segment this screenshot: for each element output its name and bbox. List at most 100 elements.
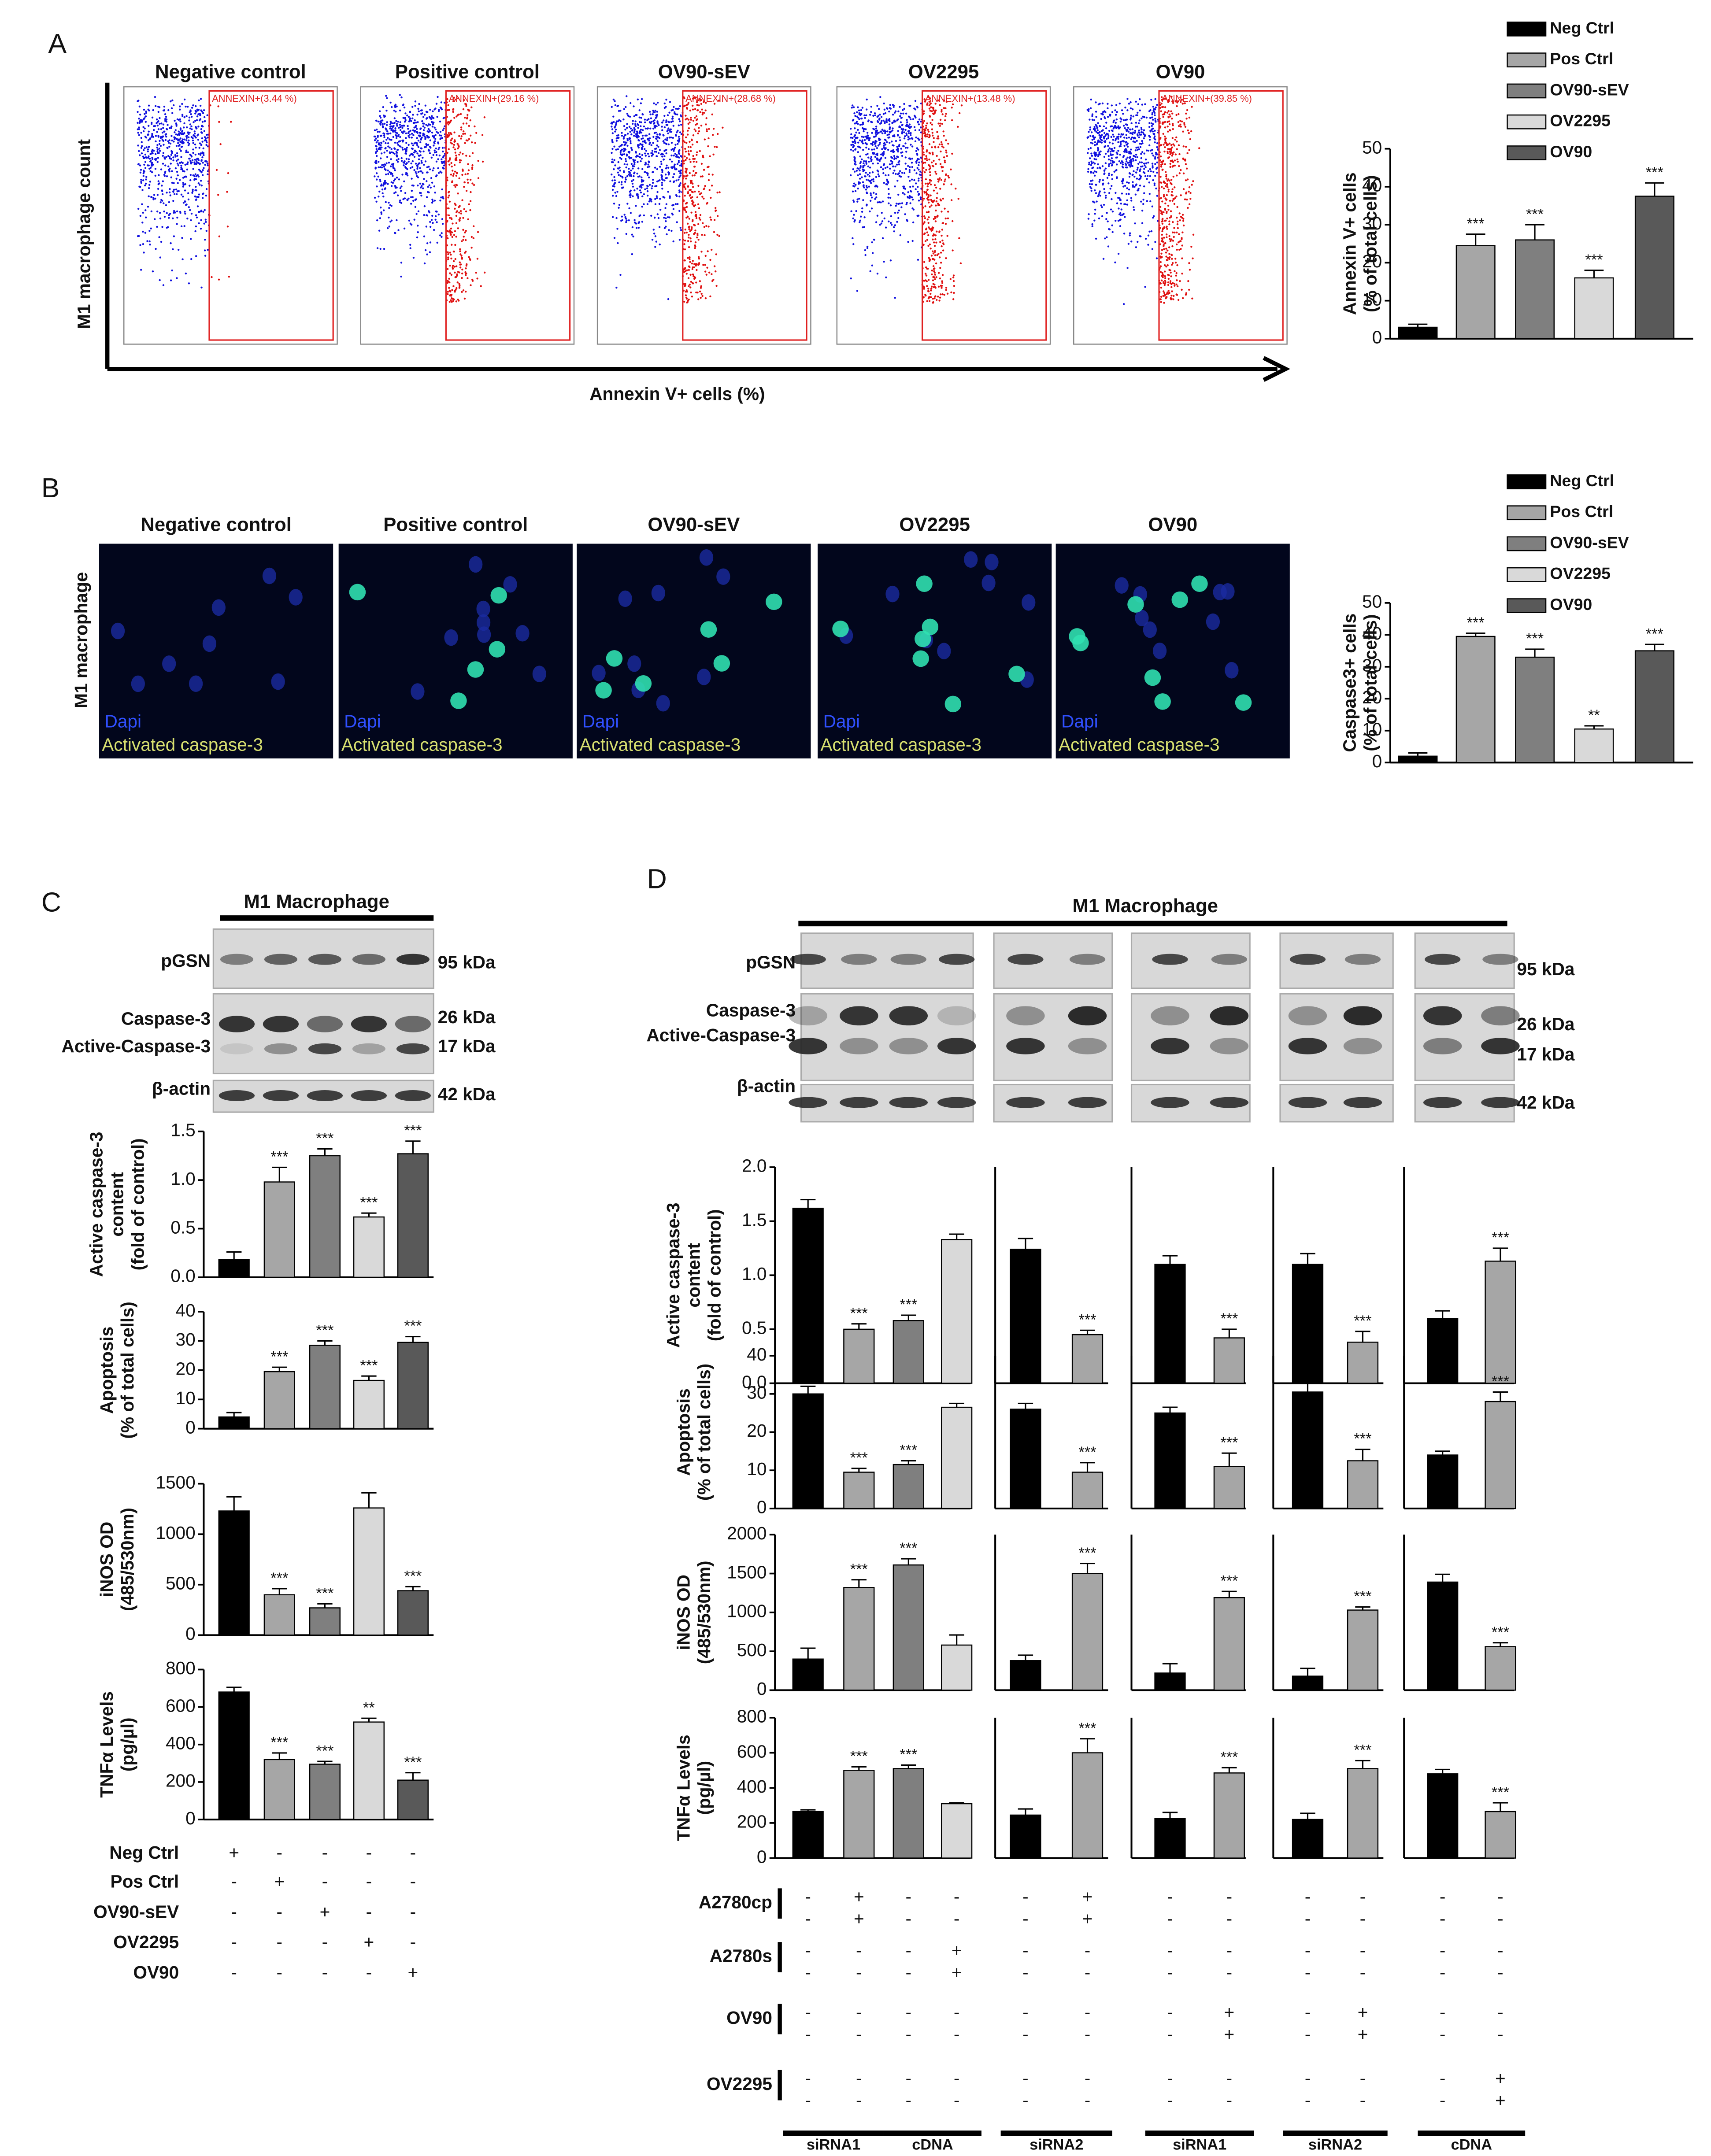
dot: [1110, 162, 1112, 165]
dot: [429, 226, 432, 228]
dot: [911, 145, 914, 148]
dot: [1131, 158, 1134, 160]
dot: [881, 129, 884, 131]
dot: [900, 121, 902, 123]
dot: [388, 226, 390, 228]
dot: [404, 119, 407, 121]
dot: [170, 107, 173, 110]
dot: [700, 297, 702, 299]
dot: [138, 185, 141, 188]
dot: [1148, 181, 1150, 184]
dot: [1087, 136, 1089, 138]
dot: [877, 144, 880, 147]
dot: [889, 222, 892, 224]
dot: [420, 186, 422, 189]
dot: [629, 194, 631, 196]
dot: [424, 249, 427, 251]
dot: [153, 150, 155, 152]
dot: [402, 141, 404, 143]
dot: [852, 217, 854, 220]
dot: [637, 146, 640, 149]
dot: [639, 130, 641, 133]
dot: [1137, 103, 1140, 105]
dot: [390, 148, 393, 150]
dot: [1112, 139, 1115, 141]
dot: [618, 137, 620, 139]
dot: [170, 135, 173, 137]
dot: [929, 110, 931, 112]
dot: [1178, 113, 1180, 115]
dot: [943, 183, 945, 185]
dot: [1134, 222, 1136, 225]
dot: [462, 289, 465, 292]
dot: [874, 145, 877, 147]
dot: [390, 139, 392, 141]
dot: [456, 281, 459, 284]
dot: [1151, 152, 1153, 155]
dot: [899, 202, 901, 205]
dot: [941, 143, 943, 145]
dot: [399, 124, 401, 126]
dot: [147, 134, 149, 136]
dot: [166, 128, 168, 130]
dot: [193, 163, 196, 165]
dot: [166, 212, 168, 214]
dot: [426, 180, 428, 182]
dot: [867, 174, 869, 176]
dot: [407, 116, 410, 118]
dot: [852, 200, 855, 203]
dot: [621, 154, 623, 156]
dot: [395, 137, 398, 139]
dot: [386, 121, 388, 123]
dot: [917, 191, 919, 193]
dot: [451, 165, 453, 168]
dot: [654, 246, 656, 248]
dot: [192, 174, 194, 177]
dot: [1192, 233, 1195, 236]
dot: [631, 149, 633, 151]
dot: [1137, 166, 1139, 169]
dot: [666, 177, 668, 179]
dot: [901, 155, 904, 157]
dot: [939, 198, 942, 200]
dot: [381, 123, 384, 125]
dot: [641, 176, 643, 179]
dot: [174, 131, 176, 133]
dot: [165, 116, 167, 118]
dot: [940, 285, 942, 287]
dot: [151, 134, 153, 137]
dot: [167, 140, 169, 142]
dot: [920, 120, 922, 123]
dot: [467, 163, 469, 165]
dot: [1088, 213, 1090, 215]
dot: [1160, 279, 1163, 281]
dot: [1112, 150, 1115, 152]
dot: [1142, 199, 1144, 201]
dot: [180, 166, 182, 169]
dot: [903, 103, 905, 105]
dot: [144, 182, 147, 185]
dot: [417, 185, 419, 187]
dot: [899, 139, 901, 141]
dot: [889, 104, 892, 106]
dot: [640, 160, 642, 163]
dot: [393, 152, 396, 155]
dot: [678, 176, 681, 178]
dot: [141, 189, 144, 191]
dot: [1185, 179, 1187, 181]
dot: [1130, 132, 1132, 134]
dot: [144, 184, 146, 187]
dot: [700, 251, 703, 253]
dot: [1167, 290, 1170, 292]
dot: [685, 203, 687, 205]
dot: [672, 120, 674, 122]
dot: [1182, 158, 1185, 160]
dot: [198, 168, 200, 171]
dot: [148, 229, 151, 232]
dot: [1143, 152, 1145, 155]
dot: [383, 122, 386, 125]
dot: [619, 175, 622, 178]
dot: [951, 152, 953, 155]
dot: [687, 257, 689, 259]
dot: [1121, 133, 1123, 136]
